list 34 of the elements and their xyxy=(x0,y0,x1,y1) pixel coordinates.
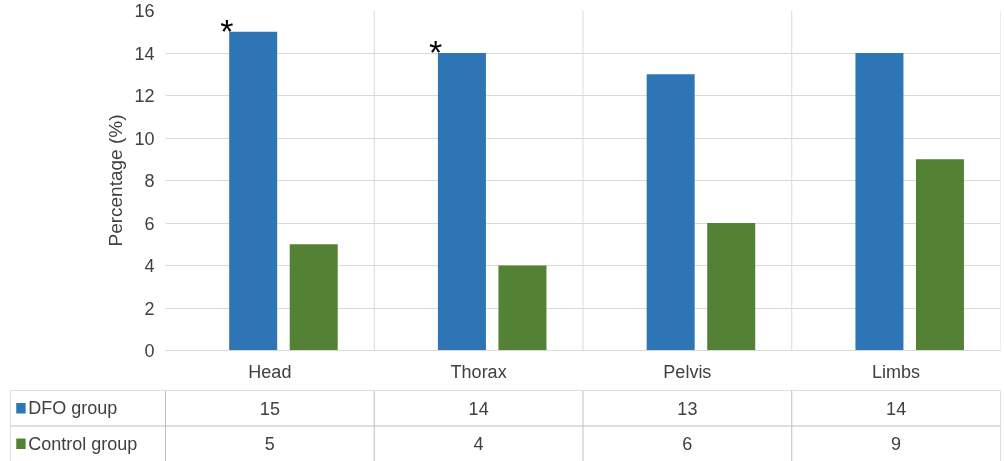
y-tick-label: 6 xyxy=(144,213,155,234)
data-label: 9 xyxy=(891,434,902,455)
x-tick-label: Pelvis xyxy=(663,361,712,382)
bar xyxy=(229,31,278,351)
data-label: 15 xyxy=(259,398,280,419)
y-tick-label: 16 xyxy=(134,1,155,21)
legend-label: DFO group xyxy=(28,398,118,419)
data-label: 6 xyxy=(682,434,693,455)
data-label: 4 xyxy=(473,434,484,455)
annotation: * xyxy=(220,11,234,50)
y-axis-title: Percentage (%) xyxy=(105,114,127,247)
data-label: 14 xyxy=(468,398,489,419)
bar xyxy=(646,74,695,351)
annotation: * xyxy=(428,33,443,71)
y-tick-label: 10 xyxy=(134,128,155,149)
y-tick-label: 2 xyxy=(144,298,155,319)
y-tick-label: 14 xyxy=(134,43,155,64)
y-tick-label: 12 xyxy=(134,86,155,106)
x-tick-label: Limbs xyxy=(872,361,921,382)
bar xyxy=(289,244,338,351)
data-label: 5 xyxy=(264,434,275,455)
y-tick-label: 8 xyxy=(144,171,155,191)
data-label: 13 xyxy=(677,398,698,419)
bar xyxy=(498,265,547,351)
bar xyxy=(437,53,486,351)
y-tick-label: 4 xyxy=(144,256,155,276)
bar xyxy=(855,53,904,351)
bar xyxy=(707,223,756,351)
y-tick-label: 0 xyxy=(144,341,155,361)
x-tick-label: Head xyxy=(248,361,292,382)
x-tick-label: Thorax xyxy=(450,361,507,382)
data-label: 14 xyxy=(886,398,907,419)
bar xyxy=(915,159,964,351)
legend-label: Control group xyxy=(28,433,138,454)
